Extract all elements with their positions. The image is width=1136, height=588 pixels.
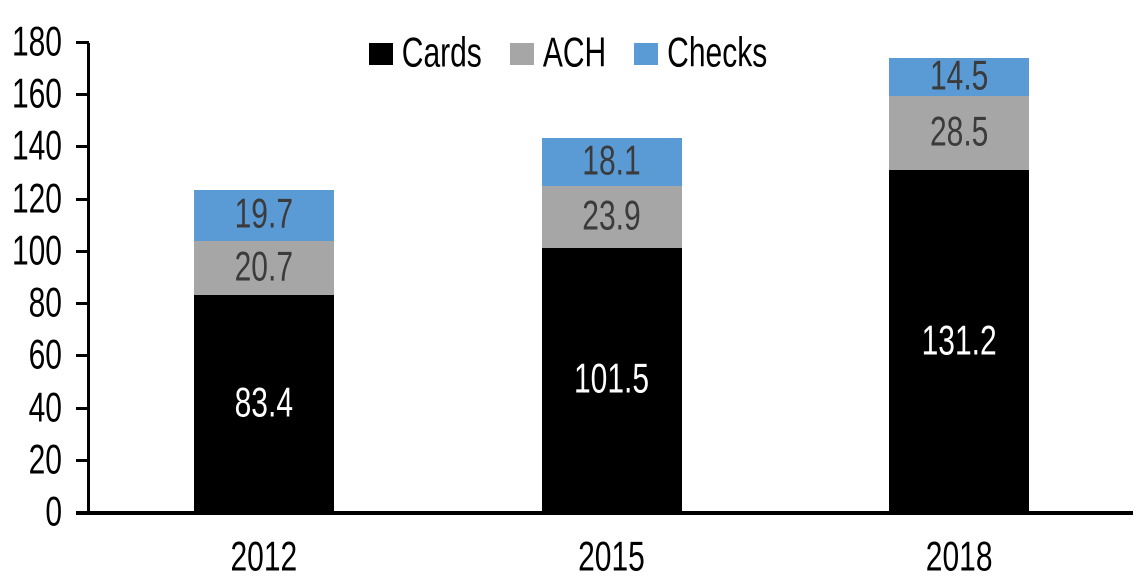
- bar-value-label: 18.1: [582, 138, 641, 185]
- bar-value-label: 19.7: [234, 191, 294, 238]
- bar-value-label: 131.2: [921, 318, 997, 364]
- y-axis-tick: [76, 197, 89, 201]
- bar-value-label: 101.5: [573, 357, 650, 403]
- bar-segment-ach-2012: 20.7: [193, 241, 334, 296]
- x-axis-label-2012: 2012: [230, 534, 298, 581]
- bar-value-label: 20.7: [234, 244, 294, 291]
- legend-item-checks: Checks: [634, 31, 767, 75]
- bar-value-label: 14.5: [929, 58, 989, 96]
- x-axis-label-2015: 2015: [578, 534, 645, 581]
- y-axis-tick: [76, 458, 89, 462]
- y-axis-tick-label: 140: [11, 123, 62, 170]
- legend-item-ach: ACH: [509, 31, 606, 75]
- legend-label-ach: ACH: [542, 30, 607, 77]
- y-axis-tick-label: 180: [11, 19, 62, 66]
- bar-value-label: 83.4: [234, 380, 294, 427]
- legend: Cards ACH Checks: [0, 31, 1136, 75]
- legend-label-cards: Cards: [401, 30, 482, 77]
- y-axis-tick: [76, 93, 89, 97]
- bar-segment-cards-2018: 131.2: [889, 170, 1030, 513]
- bar-segment-ach-2018: 28.5: [889, 96, 1030, 171]
- y-axis-tick-label: 80: [28, 280, 62, 327]
- y-axis-tick: [76, 249, 89, 253]
- bar-2012: 83.4 20.7 19.7: [193, 0, 334, 513]
- bar-segment-checks-2012: 19.7: [193, 189, 334, 242]
- y-axis-tick-label: 160: [11, 71, 62, 118]
- y-axis-tick-label: 100: [11, 228, 62, 274]
- legend-marker-checks-icon: [634, 43, 659, 65]
- legend-label-checks: Checks: [667, 30, 768, 77]
- x-axis-label-2018: 2018: [925, 534, 993, 581]
- legend-marker-ach-icon: [509, 43, 534, 65]
- bar-2018: 131.2 28.5 14.5: [889, 0, 1030, 513]
- legend-marker-cards-icon: [368, 43, 393, 65]
- y-axis-line: [87, 43, 90, 515]
- bar-segment-ach-2015: 23.9: [541, 185, 682, 248]
- bar-2015: 101.5 23.9 18.1: [541, 0, 682, 513]
- y-axis-tick: [76, 354, 89, 358]
- x-axis-line: [76, 511, 1133, 515]
- y-axis-tick: [76, 406, 89, 410]
- bar-value-label: 28.5: [929, 109, 989, 156]
- y-axis-tick: [76, 302, 89, 306]
- bar-value-label: 23.9: [582, 193, 641, 239]
- y-axis-tick-label: 0: [45, 489, 62, 536]
- y-axis-tick: [76, 511, 89, 514]
- y-axis-tick-label: 20: [28, 437, 62, 483]
- bar-segment-checks-2018: 14.5: [889, 58, 1030, 96]
- bar-segment-cards-2012: 83.4: [193, 295, 334, 513]
- y-axis-tick: [76, 41, 89, 44]
- y-axis-tick-label: 60: [28, 332, 62, 379]
- y-axis-tick: [76, 145, 89, 149]
- legend-item-cards: Cards: [368, 31, 482, 75]
- y-axis-tick-label: 40: [28, 385, 62, 431]
- y-axis-tick-label: 120: [11, 176, 62, 222]
- bar-segment-cards-2015: 101.5: [541, 247, 682, 513]
- bar-segment-checks-2015: 18.1: [541, 138, 682, 186]
